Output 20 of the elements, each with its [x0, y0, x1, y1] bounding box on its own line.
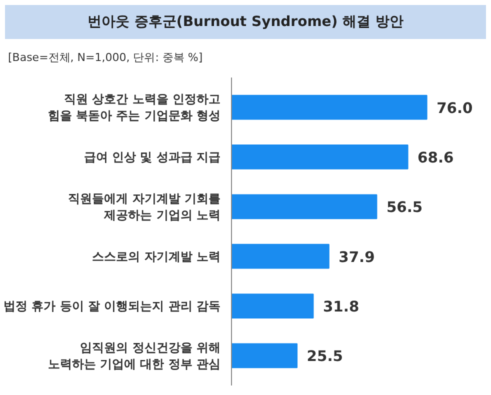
text: [Base=전체, N=1,000, 단위: 중복 %] — [8, 50, 203, 66]
bar — [232, 244, 330, 269]
data-label: 68.6 — [418, 149, 454, 166]
bar — [232, 144, 408, 170]
y-tick-label: 법정 휴가 등이 잘 이행되는지 관리 감독 — [3, 299, 221, 314]
bar — [232, 194, 378, 220]
bar — [232, 294, 314, 318]
data-label: 37.9 — [338, 248, 375, 266]
bar — [232, 343, 298, 368]
bar — [232, 94, 428, 120]
data-label: 56.5 — [386, 199, 423, 216]
y-tick-label: 급여 인상 및 성과급 지급 — [84, 150, 221, 164]
y-tick-label: 임직원의 정신건강을 위해 노력하는 기업에 대한 정부 관심 — [48, 340, 221, 372]
y-tick-label: 직원 상호간 노력을 인정하고 힘을 북돋아 주는 기업문화 형성 — [48, 92, 221, 123]
y-tick-label: 스스로의 자기계발 노력 — [92, 249, 221, 264]
data-label: 31.8 — [322, 298, 360, 316]
chart-title: 번아웃 증후군(Burnout Syndrome) 해결 방안 — [88, 13, 404, 32]
data-label: 25.5 — [306, 348, 343, 366]
y-tick-label: 직원들에게 자기계발 기회를 제공하는 기업의 노력 — [68, 191, 221, 222]
data-label: 76.0 — [436, 100, 473, 117]
